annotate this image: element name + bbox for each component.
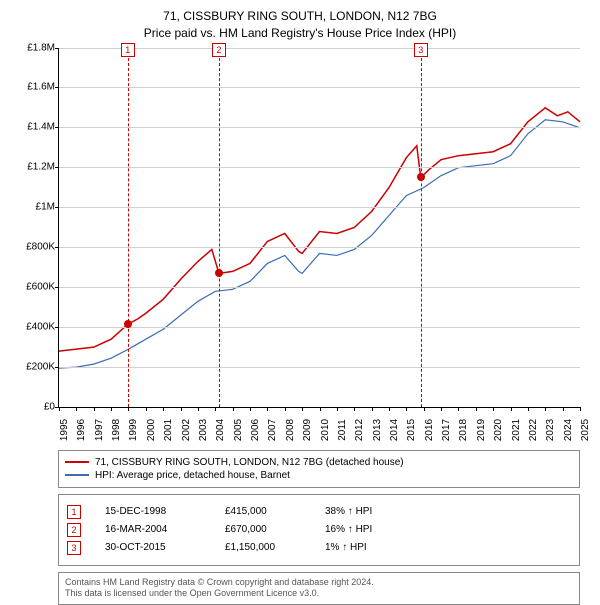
x-axis-label: 2014 xyxy=(389,418,400,440)
sale-date: 15-DEC-1998 xyxy=(105,506,225,517)
sale-marker-badge: 1 xyxy=(67,505,81,519)
sale-point-marker xyxy=(215,269,223,277)
x-axis-label: 2006 xyxy=(250,418,261,440)
chart-marker-badge: 1 xyxy=(121,43,135,57)
sale-date: 30-OCT-2015 xyxy=(105,542,225,553)
sales-table: 1 15-DEC-1998 £415,000 38% ↑ HPI 2 16-MA… xyxy=(58,494,580,566)
x-axis-label: 2007 xyxy=(267,418,278,440)
x-axis-label: 1999 xyxy=(128,418,139,440)
x-axis-label: 2025 xyxy=(580,418,591,440)
x-axis-label: 2012 xyxy=(354,418,365,440)
x-axis-label: 2013 xyxy=(372,418,383,440)
x-axis-label: 2016 xyxy=(424,418,435,440)
x-axis-label: 2003 xyxy=(198,418,209,440)
x-axis-label: 2019 xyxy=(476,418,487,440)
x-axis-label: 2009 xyxy=(302,418,313,440)
sale-delta: 1% ↑ HPI xyxy=(325,542,415,553)
title-block: 71, CISSBURY RING SOUTH, LONDON, N12 7BG… xyxy=(10,8,590,42)
y-axis-label: £0 xyxy=(11,401,55,412)
chart-container: 71, CISSBURY RING SOUTH, LONDON, N12 7BG… xyxy=(0,0,600,590)
x-axis-label: 2001 xyxy=(163,418,174,440)
x-axis-label: 2000 xyxy=(146,418,157,440)
y-axis-label: £1.4M xyxy=(11,122,55,133)
sale-delta: 16% ↑ HPI xyxy=(325,524,415,535)
legend-item: 71, CISSBURY RING SOUTH, LONDON, N12 7BG… xyxy=(65,457,573,468)
x-axis-label: 1998 xyxy=(111,418,122,440)
sale-price: £670,000 xyxy=(225,524,325,535)
x-axis-label: 2010 xyxy=(320,418,331,440)
table-row: 3 30-OCT-2015 £1,150,000 1% ↑ HPI xyxy=(67,541,571,555)
sale-marker-badge: 3 xyxy=(67,541,81,555)
x-axis-label: 2008 xyxy=(285,418,296,440)
table-row: 2 16-MAR-2004 £670,000 16% ↑ HPI xyxy=(67,523,571,537)
x-axis-label: 2021 xyxy=(511,418,522,440)
x-axis-label: 2018 xyxy=(458,418,469,440)
series-line-hpi xyxy=(59,119,580,367)
x-axis-label: 2002 xyxy=(181,418,192,440)
y-axis-label: £1.6M xyxy=(11,82,55,93)
sale-date: 16-MAR-2004 xyxy=(105,524,225,535)
x-axis-label: 1996 xyxy=(76,418,87,440)
y-axis-label: £200K xyxy=(11,361,55,372)
chart-title-address: 71, CISSBURY RING SOUTH, LONDON, N12 7BG xyxy=(10,8,590,25)
plot-area: £0£200K£400K£600K£800K£1M£1.2M£1.4M£1.6M… xyxy=(58,48,580,408)
sale-point-marker xyxy=(124,320,132,328)
line-series-svg xyxy=(59,48,580,407)
sale-point-marker xyxy=(417,173,425,181)
x-axis-label: 2017 xyxy=(441,418,452,440)
y-axis-label: £400K xyxy=(11,321,55,332)
y-axis-label: £1.8M xyxy=(11,42,55,53)
x-axis-label: 1997 xyxy=(94,418,105,440)
sale-price: £1,150,000 xyxy=(225,542,325,553)
legend-label: 71, CISSBURY RING SOUTH, LONDON, N12 7BG… xyxy=(95,457,404,468)
sale-price: £415,000 xyxy=(225,506,325,517)
sale-delta: 38% ↑ HPI xyxy=(325,506,415,517)
x-axis-label: 1995 xyxy=(59,418,70,440)
table-row: 1 15-DEC-1998 £415,000 38% ↑ HPI xyxy=(67,505,571,519)
attribution-line: Contains HM Land Registry data © Crown c… xyxy=(65,577,573,589)
attribution-box: Contains HM Land Registry data © Crown c… xyxy=(58,572,580,605)
chart-marker-badge: 2 xyxy=(212,43,226,57)
chart-marker-badge: 3 xyxy=(414,43,428,57)
x-axis-label: 2005 xyxy=(233,418,244,440)
legend-item: HPI: Average price, detached house, Barn… xyxy=(65,470,573,481)
y-axis-label: £1.2M xyxy=(11,162,55,173)
x-axis-label: 2015 xyxy=(406,418,417,440)
y-axis-label: £1M xyxy=(11,202,55,213)
legend-label: HPI: Average price, detached house, Barn… xyxy=(95,470,290,481)
x-axis-label: 2024 xyxy=(563,418,574,440)
x-axis-label: 2011 xyxy=(337,419,348,441)
x-axis-label: 2022 xyxy=(528,418,539,440)
legend-swatch xyxy=(65,461,89,463)
legend-swatch xyxy=(65,474,89,476)
y-axis-label: £800K xyxy=(11,242,55,253)
x-axis-label: 2020 xyxy=(493,418,504,440)
x-axis-label: 2004 xyxy=(215,418,226,440)
series-line-property xyxy=(59,107,580,350)
sale-marker-badge: 2 xyxy=(67,523,81,537)
attribution-line: This data is licensed under the Open Gov… xyxy=(65,588,573,600)
legend-box: 71, CISSBURY RING SOUTH, LONDON, N12 7BG… xyxy=(58,450,580,488)
y-axis-label: £600K xyxy=(11,281,55,292)
x-axis-label: 2023 xyxy=(545,418,556,440)
chart-title-subtitle: Price paid vs. HM Land Registry's House … xyxy=(10,25,590,42)
